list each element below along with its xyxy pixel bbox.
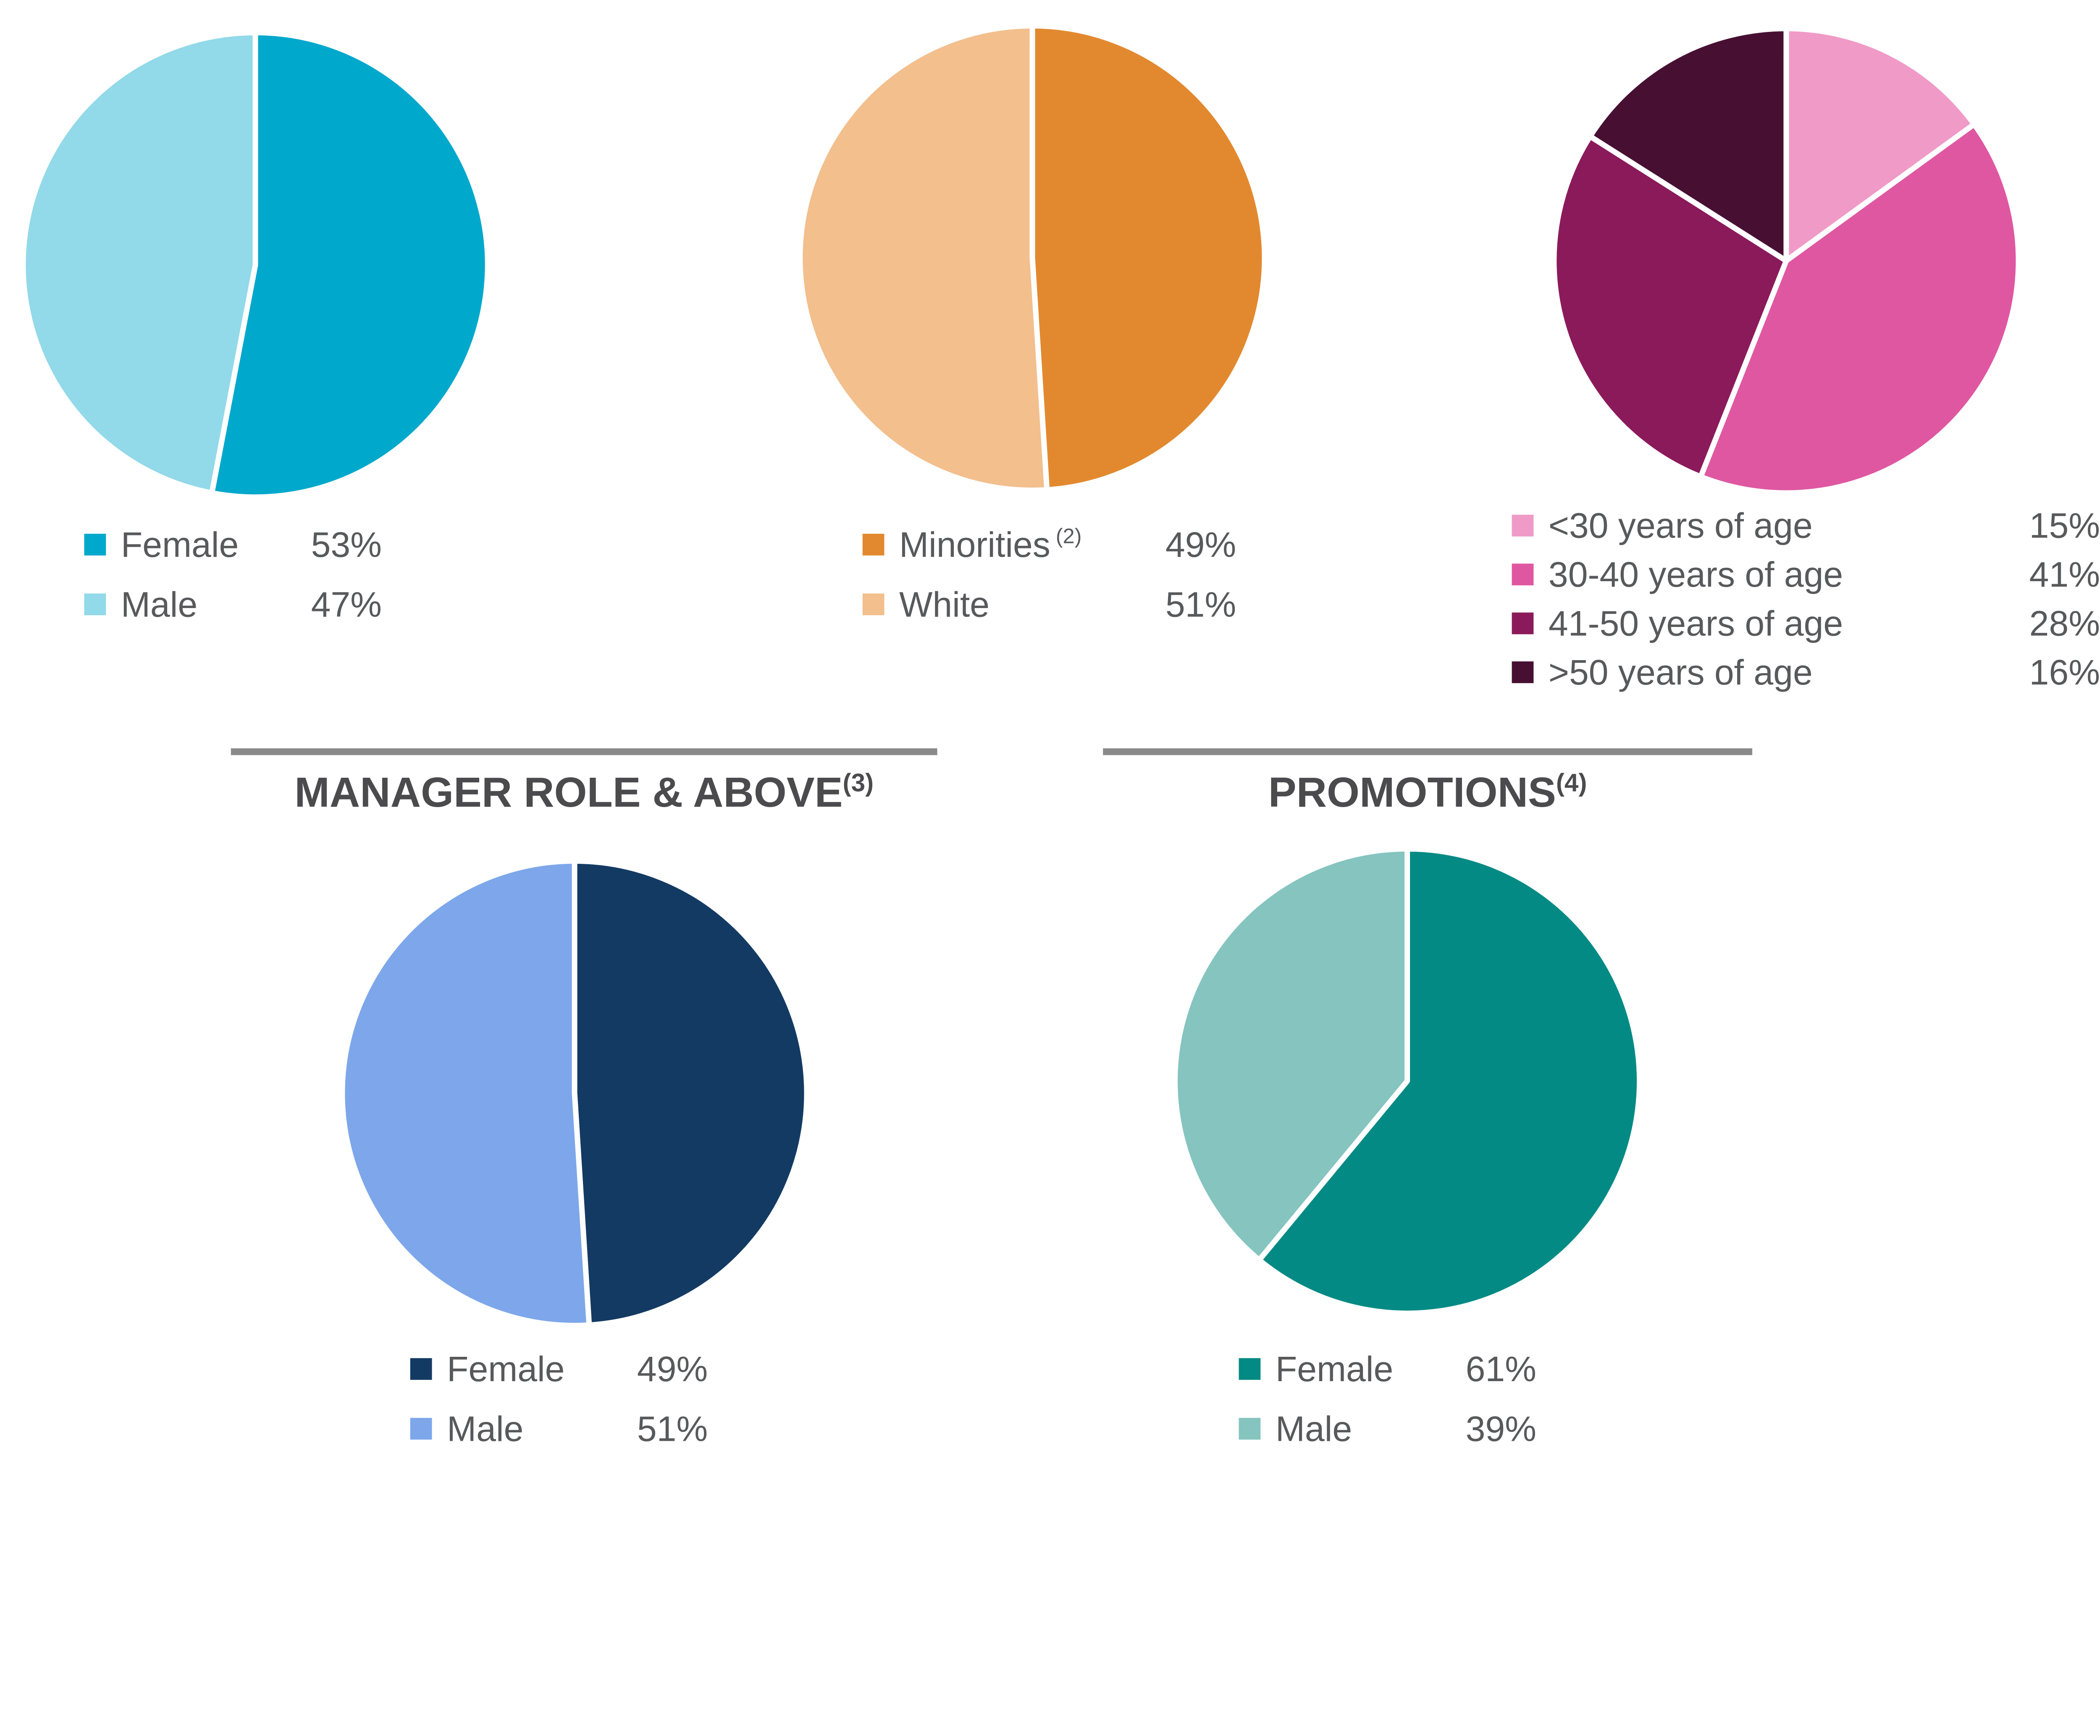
legend-swatch-over50 xyxy=(1512,661,1534,683)
pie-slice-female xyxy=(209,30,491,500)
legend-swatch-male xyxy=(84,593,106,616)
legend-label: Male xyxy=(121,583,198,624)
pie-slice-female xyxy=(1256,846,1643,1316)
legend-value: 41% xyxy=(2029,553,2100,594)
legend-swatch-41-50 xyxy=(1512,612,1534,635)
workforce-gender-legend: Female 53% Male 47% xyxy=(84,524,492,644)
workforce-ethnicity-legend: Minorities (2) 49% White 51% xyxy=(862,523,1311,644)
legend-row: 30-40 years of age 41% xyxy=(1512,553,2100,595)
legend-value: 39% xyxy=(1465,1408,1536,1447)
manager-role-gender-legend: Female 49% Male 51% xyxy=(410,1348,818,1447)
legend-row: Female 53% xyxy=(84,524,492,565)
legend-swatch-white xyxy=(862,593,885,616)
pie-slice-minorities xyxy=(1029,23,1268,493)
legend-label: <30 years of age xyxy=(1548,504,1813,545)
workforce-ethnicity-pie xyxy=(797,23,1268,493)
pie-slice-male xyxy=(1172,846,1410,1263)
legend-row: 41-50 years of age 28% xyxy=(1512,602,2100,644)
legend-swatch-male xyxy=(410,1418,432,1440)
legend-value: 16% xyxy=(2029,651,2100,692)
legend-swatch-under30 xyxy=(1512,514,1534,537)
pie-slice-female xyxy=(572,858,810,1328)
legend-label: Minorities (2) xyxy=(899,523,1082,564)
legend-row: <30 years of age 15% xyxy=(1512,504,2100,546)
promotions-gender-pie xyxy=(1172,846,1643,1316)
legend-label: Female xyxy=(1275,1348,1394,1389)
legend-value: 51% xyxy=(1165,583,1236,624)
legend-swatch-minorities xyxy=(862,534,885,556)
legend-row: Male 39% xyxy=(1239,1408,1646,1447)
manager-role-gender-pie xyxy=(339,858,810,1328)
section-divider xyxy=(231,748,937,755)
pie-slice--50-years-of-age xyxy=(1587,26,1789,264)
workforce-age-legend: <30 years of age 15% 30-40 years of age … xyxy=(1512,504,2100,701)
workforce-gender-pie xyxy=(20,30,491,500)
legend-value: 15% xyxy=(2029,504,2100,545)
legend-row: Male 51% xyxy=(410,1408,818,1447)
legend-row: Male 47% xyxy=(84,583,492,625)
legend-swatch-female xyxy=(410,1358,432,1380)
pie-slice-white xyxy=(797,23,1050,493)
legend-label: White xyxy=(899,583,990,624)
promotions-section-title: PROMOTIONS(4) xyxy=(1268,768,1587,816)
legend-value: 47% xyxy=(311,583,382,624)
legend-swatch-female xyxy=(84,534,106,556)
manager-role-section-title: MANAGER ROLE & ABOVE(3) xyxy=(294,768,874,816)
legend-row: Minorities (2) 49% xyxy=(862,523,1311,565)
pie-slice-30-40-years-of-age xyxy=(1698,121,2021,496)
pie-slice-male xyxy=(339,858,592,1328)
legend-label: 30-40 years of age xyxy=(1548,553,1843,594)
legend-label: >50 years of age xyxy=(1548,651,1813,692)
legend-row: White 51% xyxy=(862,583,1311,625)
legend-label: Male xyxy=(1275,1408,1352,1447)
legend-swatch-male xyxy=(1239,1418,1261,1440)
legend-value: 49% xyxy=(637,1348,708,1389)
legend-label: Male xyxy=(447,1408,524,1447)
legend-value: 49% xyxy=(1165,523,1236,564)
legend-value: 61% xyxy=(1465,1348,1536,1389)
diversity-pie-charts-panel: Female 53% Male 47% Minorities (2) 49% Wh… xyxy=(20,23,2100,1447)
legend-label: 41-50 years of age xyxy=(1548,602,1843,643)
legend-value: 53% xyxy=(311,523,382,564)
legend-value: 28% xyxy=(2029,602,2100,643)
legend-row: >50 years of age 16% xyxy=(1512,651,2100,692)
legend-row: Female 61% xyxy=(1239,1348,1646,1390)
promotions-gender-legend: Female 61% Male 39% xyxy=(1239,1348,1646,1447)
workforce-age-pie xyxy=(1551,26,2021,496)
legend-label: Female xyxy=(447,1348,565,1389)
legend-swatch-female xyxy=(1239,1358,1261,1380)
legend-label: Female xyxy=(121,523,239,564)
pie-slice-41-50-years-of-age xyxy=(1551,134,1789,480)
section-divider xyxy=(1103,748,1753,755)
legend-row: Female 49% xyxy=(410,1348,818,1390)
legend-swatch-30-40 xyxy=(1512,564,1534,585)
legend-value: 51% xyxy=(637,1408,708,1447)
pie-slice--30-years-of-age xyxy=(1783,26,1977,264)
pie-slice-male xyxy=(20,30,258,496)
